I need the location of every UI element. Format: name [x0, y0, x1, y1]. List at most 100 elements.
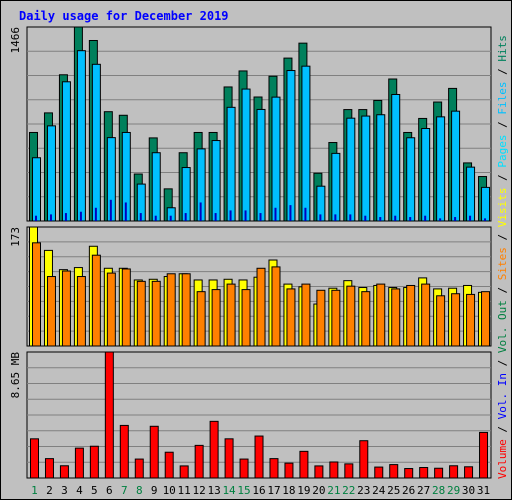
sites-bar-day-10: [166, 273, 176, 347]
pages-bar-day-4: [79, 211, 82, 221]
files-bar-day-4: [76, 50, 86, 222]
volume-bar-day-9: [149, 425, 159, 479]
sites-bar-day-23: [361, 291, 371, 347]
legend-item-pages: Pages: [496, 135, 509, 168]
volume-bar-day-6: [104, 351, 114, 479]
legend: Volume / Vol. In / Vol. Out / Sites / Vi…: [496, 35, 509, 479]
sites-bar-day-22: [346, 285, 356, 347]
tick-label-day-20: 20: [312, 484, 325, 497]
visits-sites-panel: [29, 226, 491, 347]
volume-bar-day-28: [434, 467, 444, 479]
pages-bar-day-25: [394, 215, 397, 221]
tick-label-day-26: 26: [402, 484, 415, 497]
tick-label-day-31: 31: [477, 484, 490, 497]
sites-bar-day-19: [301, 283, 311, 347]
pages-bar-day-16: [259, 213, 262, 221]
sites-bar-day-7: [121, 268, 131, 347]
tick-label-day-3: 3: [61, 484, 68, 497]
pages-bar-day-30: [469, 215, 472, 221]
sites-bar-day-18: [286, 288, 296, 347]
volume-bar-day-24: [374, 466, 384, 479]
files-bar-day-31: [481, 186, 491, 222]
volume-bar-day-2: [44, 458, 54, 479]
legend-item-hits: Hits: [496, 35, 509, 62]
sites-bar-day-28: [436, 295, 446, 347]
sites-bar-day-11: [181, 273, 191, 347]
chart-title: Daily usage for December 2019: [19, 9, 229, 23]
volume-bar-day-26: [404, 468, 414, 479]
files-bar-day-2: [46, 125, 56, 222]
files-bar-day-13: [211, 140, 221, 222]
tick-label-day-16: 16: [252, 484, 265, 497]
volume-bar-day-7: [119, 424, 129, 479]
pages-bar-day-3: [64, 213, 67, 221]
sites-bar-day-8: [136, 280, 146, 347]
legend-item-visits: Visits: [496, 188, 509, 228]
pages-bar-day-20: [319, 214, 322, 221]
files-bar-day-17: [271, 96, 281, 222]
legend-separator: /: [496, 115, 509, 135]
legend-separator: /: [496, 168, 509, 188]
tick-label-day-18: 18: [282, 484, 295, 497]
files-bar-day-9: [151, 152, 161, 222]
sites-bar-day-13: [211, 289, 221, 347]
volume-bar-day-17: [269, 458, 279, 479]
tick-label-day-28: 28: [432, 484, 445, 497]
tick-label-day-21: 21: [327, 484, 340, 497]
sites-bar-day-27: [421, 283, 431, 347]
tick-label-day-29: 29: [447, 484, 460, 497]
files-bar-day-16: [256, 108, 266, 222]
files-bar-day-11: [181, 167, 191, 222]
tick-label-day-13: 13: [207, 484, 220, 497]
volume-bar-day-11: [179, 465, 189, 479]
tick-label-day-22: 22: [342, 484, 355, 497]
volume-bar-day-19: [299, 450, 309, 479]
tick-label-day-1: 1: [31, 484, 38, 497]
volume-bar-day-18: [284, 462, 294, 479]
sites-bar-day-21: [331, 289, 341, 347]
volume-bar-day-20: [314, 465, 324, 479]
volume-bar-day-8: [134, 458, 144, 479]
pages-bar-day-10: [169, 215, 172, 221]
files-bar-day-29: [451, 110, 461, 222]
sites-bar-day-25: [391, 288, 401, 347]
files-bar-day-28: [436, 116, 446, 222]
files-bar-day-18: [286, 70, 296, 222]
pages-bar-day-7: [124, 202, 127, 221]
pages-bar-day-29: [454, 217, 457, 221]
legend-separator: /: [496, 280, 509, 300]
tick-label-day-9: 9: [151, 484, 158, 497]
tick-label-day-6: 6: [106, 484, 113, 497]
volume-bar-day-27: [419, 467, 429, 479]
volume-bar-day-14: [224, 438, 234, 479]
pages-bar-day-24: [379, 217, 382, 221]
files-bar-day-21: [331, 152, 341, 222]
sites-bar-day-3: [61, 270, 71, 347]
sites-bar-day-9: [151, 280, 161, 347]
pages-bar-day-1: [35, 215, 37, 221]
legend-separator: /: [496, 62, 509, 82]
tick-label-day-14: 14: [222, 484, 236, 497]
sites-bar-day-12: [196, 291, 206, 347]
pages-bar-day-23: [364, 215, 367, 221]
legend-item-vol-out: Vol. Out: [496, 300, 509, 353]
volume-bar-day-5: [89, 445, 99, 479]
sites-bar-day-16: [256, 267, 266, 347]
files-bar-day-3: [61, 81, 71, 222]
tick-label-day-25: 25: [387, 484, 400, 497]
pages-bar-day-26: [409, 217, 412, 221]
files-bar-day-25: [391, 93, 401, 222]
files-bar-day-5: [91, 63, 101, 222]
hits-files-pages-max-label: 1466: [9, 27, 22, 54]
pages-bar-day-12: [199, 202, 202, 221]
sites-bar-day-31: [481, 291, 491, 347]
sites-bar-day-2: [46, 276, 56, 347]
day-tick-labels: 1 2 3 4 5 6 7 8 9 10 11 12 13 14 15 16 17 18 19 20 21 22 23 24 2…: [31, 484, 490, 497]
tick-label-day-4: 4: [76, 484, 83, 497]
legend-separator: /: [496, 353, 509, 373]
volume-bar-day-4: [74, 447, 84, 479]
legend-item-files: Files: [496, 82, 509, 115]
tick-label-day-17: 17: [267, 484, 280, 497]
tick-label-day-8: 8: [136, 484, 143, 497]
